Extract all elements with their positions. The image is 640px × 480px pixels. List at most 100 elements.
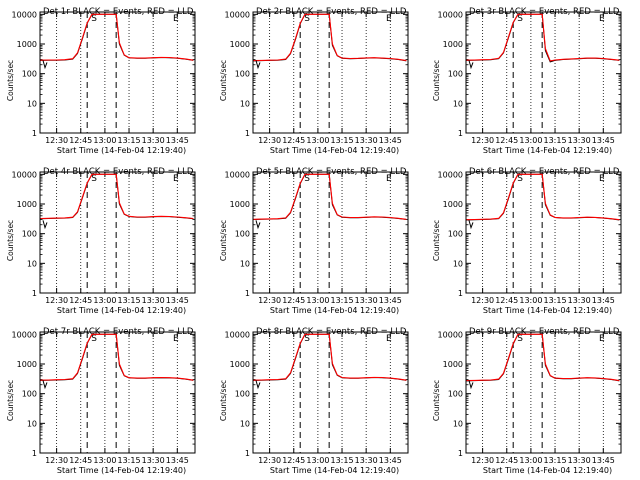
start-marker-label: S [91,334,97,344]
y-tick-label: 1000 [230,40,250,49]
x-tick-label: 12:45 [69,456,92,465]
x-axis-label: Start Time (14-Feb-04 12:19:40) [483,146,612,155]
x-tick-label: 13:45 [592,456,615,465]
x-tick-label: 12:30 [471,456,494,465]
start-marker-label: S [304,174,310,184]
x-tick-label: 12:45 [69,296,92,305]
y-tick-label: 1 [458,449,463,458]
y-tick-label: 100 [235,230,250,239]
chart-panel-4: Det 4r BLACK = Events, RED = LLD 1 10 100 10… [6,167,196,315]
x-tick-label: 12:45 [495,456,518,465]
startup-transient [42,60,48,70]
x-tick-label: 13:30 [142,456,165,465]
end-marker-label: E [386,334,392,344]
end-marker-label: E [599,14,605,24]
x-tick-label: 13:15 [330,456,353,465]
y-tick-label: 1 [245,129,250,138]
y-tick-label: 1000 [230,360,250,369]
y-tick-label: 10 [27,99,37,108]
y-tick-label: 1 [458,129,463,138]
y-tick-label: 10000 [12,10,37,19]
y-tick-label: 10 [453,419,463,428]
y-tick-label: 1 [32,449,37,458]
y-tick-label: 10000 [225,330,250,339]
x-tick-label: 13:00 [519,456,542,465]
x-tick-label: 13:00 [93,456,116,465]
y-tick-label: 100 [22,70,37,79]
x-tick-label: 12:30 [45,296,68,305]
chart-title: Det 6r BLACK = Events, RED = LLD [469,167,620,177]
y-tick-label: 10000 [12,170,37,179]
chart-title: Det 4r BLACK = Events, RED = LLD [43,167,194,177]
startup-transient [42,380,48,390]
x-tick-label: 12:45 [495,296,518,305]
y-tick-label: 10 [27,259,37,268]
y-tick-label: 10000 [438,10,463,19]
chart-panel-5: Det 5r BLACK = Events, RED = LLD 1 10 100 10… [219,167,409,315]
x-tick-label: 12:45 [282,136,305,145]
lld-series-line [253,333,407,381]
lld-series-line [466,13,620,62]
x-tick-label: 13:30 [142,296,165,305]
y-tick-label: 10 [240,419,250,428]
x-tick-label: 12:30 [258,136,281,145]
x-tick-label: 13:45 [379,456,402,465]
y-tick-label: 100 [448,390,463,399]
y-tick-label: 100 [448,230,463,239]
x-axis-label: Start Time (14-Feb-04 12:19:40) [57,146,186,155]
x-tick-label: 13:00 [519,136,542,145]
x-tick-label: 13:30 [568,456,591,465]
x-tick-label: 13:00 [306,136,329,145]
y-axis-label: Counts/sec [432,380,441,421]
start-marker-label: S [517,334,523,344]
y-axis-label: Counts/sec [432,220,441,261]
end-marker-label: E [599,174,605,184]
plot-frame [465,331,622,454]
chart-panel-7: Det 7r BLACK = Events, RED = LLD 1 10 100 10… [6,327,196,475]
y-axis-label: Counts/sec [6,220,15,261]
plot-frame [252,11,409,134]
x-tick-label: 13:45 [592,136,615,145]
chart-panel-8: Det 8r BLACK = Events, RED = LLD 1 10 100 10… [219,327,409,475]
y-tick-label: 10000 [438,170,463,179]
y-tick-label: 10 [27,419,37,428]
y-axis-label: Counts/sec [219,60,228,101]
x-tick-label: 13:30 [142,136,165,145]
chart-title: Det 5r BLACK = Events, RED = LLD [256,167,407,177]
x-tick-label: 12:45 [282,456,305,465]
x-tick-label: 12:45 [495,136,518,145]
x-axis-label: Start Time (14-Feb-04 12:19:40) [270,146,399,155]
x-tick-label: 13:15 [330,296,353,305]
x-tick-label: 13:30 [568,296,591,305]
x-tick-label: 12:30 [471,296,494,305]
x-axis-label: Start Time (14-Feb-04 12:19:40) [483,306,612,315]
y-tick-label: 1000 [443,360,463,369]
chart-title: Det 3r BLACK = Events, RED = LLD [469,7,620,17]
plot-frame [39,331,196,454]
plot-frame [465,171,622,294]
y-tick-label: 1 [458,289,463,298]
chart-title: Det 9r BLACK = Events, RED = LLD [469,327,620,337]
end-marker-label: E [173,14,179,24]
plot-frame [465,11,622,134]
x-axis-label: Start Time (14-Feb-04 12:19:40) [57,306,186,315]
x-tick-label: 13:30 [355,296,378,305]
x-tick-label: 12:30 [471,136,494,145]
x-tick-label: 13:15 [117,296,140,305]
y-tick-label: 10000 [438,330,463,339]
start-marker-label: S [91,174,97,184]
y-tick-label: 10 [453,99,463,108]
chart-panel-2: Det 2r BLACK = Events, RED = LLD 1 10 100 10… [219,7,409,155]
start-marker-label: S [304,14,310,24]
y-tick-label: 100 [22,390,37,399]
startup-transient [42,220,48,230]
x-tick-label: 12:45 [69,136,92,145]
y-tick-label: 10000 [225,170,250,179]
startup-transient [468,220,474,230]
startup-transient [255,60,261,70]
x-tick-label: 13:45 [592,296,615,305]
x-tick-label: 12:45 [282,296,305,305]
chart-panel-1: Det 1r BLACK = Events, RED = LLD 1 10 100 10… [6,7,196,155]
plot-frame [39,171,196,294]
y-axis-label: Counts/sec [6,60,15,101]
